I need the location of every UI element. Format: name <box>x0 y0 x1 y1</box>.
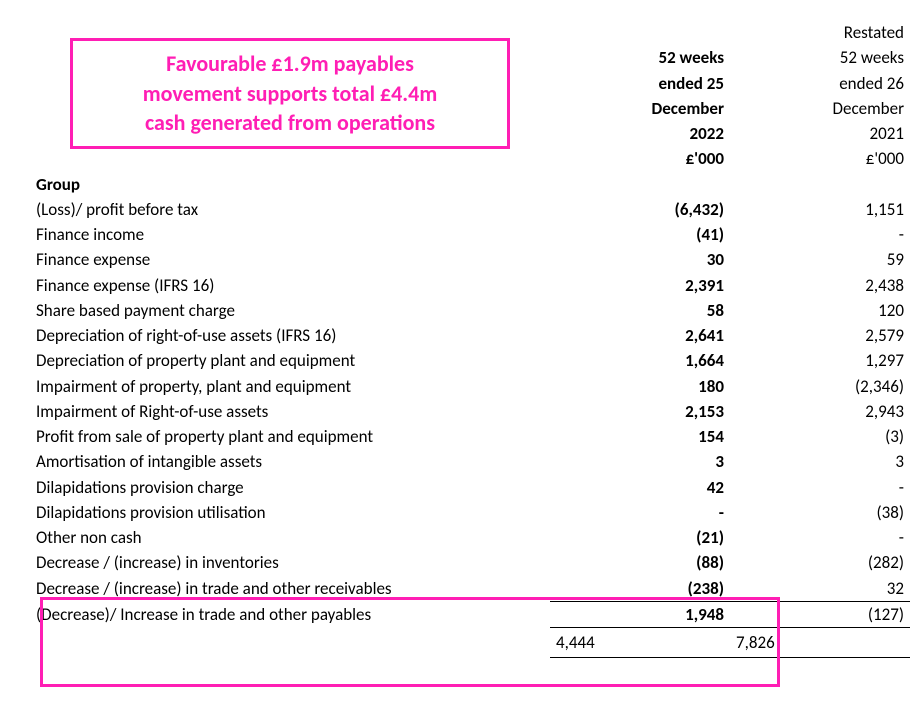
row-value-current: 2,153 <box>550 399 730 424</box>
annotation-line: movement supports total £4.4m <box>87 79 493 109</box>
row-value-current: 180 <box>550 374 730 399</box>
table-row: Other non cash(21)- <box>30 525 910 550</box>
row-value-current: (6,432) <box>550 197 730 222</box>
row-value-current: - <box>550 500 730 525</box>
row-value-current: (41) <box>550 222 730 247</box>
header-year-prev: 2021 <box>730 121 910 146</box>
row-value-previous: 32 <box>730 576 910 602</box>
total-previous: 7,826 <box>730 628 910 658</box>
header-ended-prev: ended 26 <box>730 71 910 96</box>
group-heading-row: Group <box>30 172 910 197</box>
row-value-current: 1,948 <box>550 601 730 627</box>
table-row: Impairment of property, plant and equipm… <box>30 374 910 399</box>
row-value-current: 42 <box>550 475 730 500</box>
total-current: 4,444 <box>550 628 730 658</box>
table-row: Share based payment charge58120 <box>30 298 910 323</box>
row-value-previous: (38) <box>730 500 910 525</box>
row-label: Impairment of property, plant and equipm… <box>30 374 550 399</box>
header-ended-cur: ended 25 <box>550 71 730 96</box>
row-value-current: 1,664 <box>550 348 730 373</box>
row-value-previous: 1,151 <box>730 197 910 222</box>
row-value-previous: 2,579 <box>730 323 910 348</box>
row-value-previous: (2,346) <box>730 374 910 399</box>
table-row: Decrease / (increase) in trade and other… <box>30 576 910 602</box>
row-value-previous: 120 <box>730 298 910 323</box>
row-value-previous: - <box>730 222 910 247</box>
row-value-previous: - <box>730 525 910 550</box>
table-row: Dilapidations provision utilisation-(38) <box>30 500 910 525</box>
header-unit-cur: £'000 <box>550 146 730 171</box>
row-value-previous: (282) <box>730 550 910 575</box>
row-value-current: 30 <box>550 247 730 272</box>
row-value-current: 2,641 <box>550 323 730 348</box>
row-value-current: 2,391 <box>550 273 730 298</box>
group-label: Group <box>30 172 910 197</box>
row-value-previous: (3) <box>730 424 910 449</box>
row-label: Depreciation of right-of-use assets (IFR… <box>30 323 550 348</box>
header-month-prev: December <box>730 96 910 121</box>
financial-statement: Favourable £1.9m payables movement suppo… <box>30 20 910 658</box>
row-label: Dilapidations provision utilisation <box>30 500 550 525</box>
row-label: Share based payment charge <box>30 298 550 323</box>
header-weeks-prev: 52 weeks <box>730 45 910 70</box>
table-row: Decrease / (increase) in inventories(88)… <box>30 550 910 575</box>
table-row: Amortisation of intangible assets33 <box>30 449 910 474</box>
annotation-line: cash generated from operations <box>87 108 493 138</box>
table-row: (Loss)/ profit before tax(6,432)1,151 <box>30 197 910 222</box>
row-label: Amortisation of intangible assets <box>30 449 550 474</box>
annotation-line: Favourable £1.9m payables <box>87 49 493 79</box>
table-row: Depreciation of property plant and equip… <box>30 348 910 373</box>
row-label: Finance income <box>30 222 550 247</box>
row-label: Other non cash <box>30 525 550 550</box>
row-value-previous: 59 <box>730 247 910 272</box>
header-restated: Restated <box>730 20 910 45</box>
table-row: Finance expense3059 <box>30 247 910 272</box>
total-row: 4,444 7,826 <box>30 628 910 658</box>
table-row: Dilapidations provision charge42- <box>30 475 910 500</box>
row-value-current: (88) <box>550 550 730 575</box>
table-row: (Decrease)/ Increase in trade and other … <box>30 601 910 627</box>
header-month-cur: December <box>550 96 730 121</box>
row-value-current: (21) <box>550 525 730 550</box>
row-label: (Decrease)/ Increase in trade and other … <box>30 601 550 627</box>
row-label: Dilapidations provision charge <box>30 475 550 500</box>
row-label: Profit from sale of property plant and e… <box>30 424 550 449</box>
row-label: Finance expense (IFRS 16) <box>30 273 550 298</box>
table-row: Profit from sale of property plant and e… <box>30 424 910 449</box>
table-row: Depreciation of right-of-use assets (IFR… <box>30 323 910 348</box>
annotation-callout: Favourable £1.9m payables movement suppo… <box>70 38 510 149</box>
row-label: Finance expense <box>30 247 550 272</box>
row-label: Impairment of Right-of-use assets <box>30 399 550 424</box>
row-value-current: 58 <box>550 298 730 323</box>
header-row: £'000 £'000 <box>30 146 910 171</box>
table-row: Finance income(41)- <box>30 222 910 247</box>
row-label: Decrease / (increase) in trade and other… <box>30 576 550 602</box>
row-value-previous: (127) <box>730 601 910 627</box>
row-value-previous: 2,943 <box>730 399 910 424</box>
row-label: Depreciation of property plant and equip… <box>30 348 550 373</box>
header-unit-prev: £'000 <box>730 146 910 171</box>
table-row: Impairment of Right-of-use assets2,1532,… <box>30 399 910 424</box>
row-label: Decrease / (increase) in inventories <box>30 550 550 575</box>
header-year-cur: 2022 <box>550 121 730 146</box>
row-value-current: 3 <box>550 449 730 474</box>
row-value-previous: - <box>730 475 910 500</box>
row-label: (Loss)/ profit before tax <box>30 197 550 222</box>
table-row: Finance expense (IFRS 16)2,3912,438 <box>30 273 910 298</box>
row-value-previous: 2,438 <box>730 273 910 298</box>
row-value-current: 154 <box>550 424 730 449</box>
row-value-previous: 3 <box>730 449 910 474</box>
row-value-current: (238) <box>550 576 730 602</box>
row-value-previous: 1,297 <box>730 348 910 373</box>
header-weeks-cur: 52 weeks <box>550 45 730 70</box>
